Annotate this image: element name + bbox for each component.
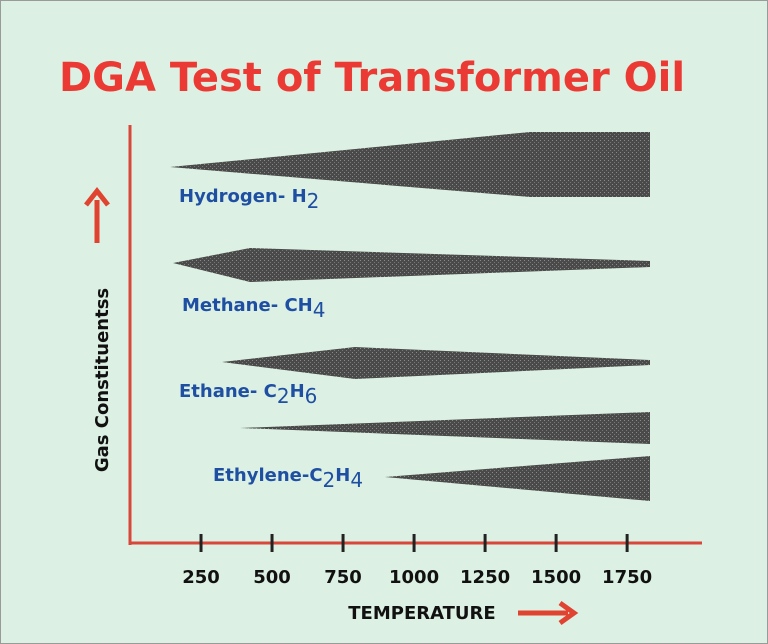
x-tick-label: 750 xyxy=(324,567,362,588)
gas-label-part: H xyxy=(290,381,305,402)
y-arrow-head xyxy=(84,186,110,207)
gas-label-part: 2 xyxy=(277,384,290,408)
gas-label-part: 4 xyxy=(350,468,363,492)
x-axis-label: TEMPERATURE xyxy=(348,603,495,624)
x-tick-label: 1500 xyxy=(531,567,581,588)
x-tick-label: 1000 xyxy=(389,567,439,588)
ethane-band xyxy=(222,347,650,379)
gas-label-part: 6 xyxy=(305,384,318,408)
gas-label: Methane- CH4 xyxy=(182,295,325,322)
hydrogen-band xyxy=(170,132,650,197)
title: DGA Test of Transformer Oil xyxy=(59,55,685,101)
gas-label: Ethane- C2H6 xyxy=(179,381,317,408)
x-tick-label: 250 xyxy=(182,567,220,588)
gas-label-part: 2 xyxy=(323,468,336,492)
x-tick-label: 1250 xyxy=(460,567,510,588)
gas-label-part: Methane- CH xyxy=(182,295,313,316)
gas-label-part: Hydrogen- H xyxy=(179,186,307,207)
x-tick-label: 500 xyxy=(253,567,291,588)
x-arrow-head xyxy=(558,600,579,626)
ethane-band-2 xyxy=(240,412,650,444)
gas-label-part: 2 xyxy=(307,189,320,213)
gas-label-part: 4 xyxy=(313,298,326,322)
x-tick-label: 1750 xyxy=(602,567,652,588)
methane-band xyxy=(173,248,650,282)
gas-label-part: H xyxy=(335,465,350,486)
gas-label: Ethylene-C2H4 xyxy=(213,465,363,492)
gas-label-part: Ethane- C xyxy=(179,381,277,402)
ethylene-band xyxy=(385,456,650,501)
gas-label: Hydrogen- H2 xyxy=(179,186,319,213)
gas-label-part: Ethylene-C xyxy=(213,465,323,486)
y-axis-label: Gas Constituentss xyxy=(92,288,113,472)
